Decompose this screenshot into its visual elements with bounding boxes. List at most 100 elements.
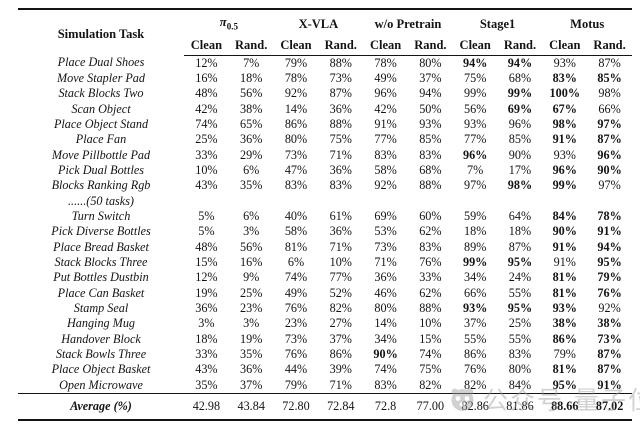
table-header: Simulation Task π0.5 X-VLA w/o Pretrain … bbox=[18, 9, 632, 56]
table-row: Stamp Seal 36% 23% 76% 82% 80% 88% 93% 95% 93% 92% bbox=[18, 301, 632, 316]
value-cell: 23% bbox=[240, 301, 263, 315]
value-cell: 81% bbox=[284, 239, 308, 254]
value-cell: 24% bbox=[508, 270, 532, 285]
value-cell: 99% bbox=[552, 178, 577, 193]
task-name: Place Object Stand bbox=[53, 116, 149, 131]
value-cell: 33% bbox=[419, 270, 442, 285]
value-cell: 36% bbox=[329, 162, 352, 177]
value-cell: 71% bbox=[374, 254, 397, 269]
column-group-pi05: π0.5 bbox=[184, 9, 274, 37]
value-cell: 58% bbox=[284, 224, 308, 239]
value-cell: 80% bbox=[374, 301, 397, 315]
table-row: Stack Bowls Three 33% 35% 76% 86% 90% 74% 86% 83… bbox=[18, 347, 632, 362]
value-cell: 18% bbox=[508, 224, 532, 239]
value-cell: 81% bbox=[552, 270, 577, 285]
value-cell: 87% bbox=[597, 347, 622, 362]
value-cell: 93% bbox=[553, 147, 576, 162]
value-cell: 68% bbox=[419, 162, 442, 177]
value-cell: 93% bbox=[553, 55, 576, 70]
value-cell: 10% bbox=[329, 254, 352, 269]
value-cell: 87% bbox=[598, 55, 621, 70]
value-cell: 91% bbox=[597, 224, 622, 239]
value-cell: 83% bbox=[508, 347, 532, 362]
value-cell: 83% bbox=[552, 70, 577, 85]
table-row: Place Object Stand 74% 65% 86% 88% 91% 93% 93% 9… bbox=[18, 117, 632, 132]
value-cell: 37% bbox=[464, 316, 487, 331]
value-cell: 94% bbox=[597, 239, 622, 254]
value-cell: 35% bbox=[240, 347, 263, 362]
value-cell: 53% bbox=[374, 224, 397, 239]
table-row: Place Can Basket 19% 25% 49% 52% 46% 62% 66% 55%… bbox=[18, 286, 632, 301]
value-cell: 80% bbox=[508, 362, 532, 377]
task-name: Put Bottles Dustbin bbox=[53, 270, 149, 285]
value-cell: 25% bbox=[508, 316, 532, 331]
task-name: Place Fan bbox=[75, 132, 127, 147]
value-cell: 78% bbox=[374, 55, 397, 70]
value-cell: 25% bbox=[195, 132, 218, 147]
value-cell: 75% bbox=[419, 362, 442, 377]
table-row: Scan Object 42% 38% 14% 36% 42% 50% 56% 69% 67% 66… bbox=[18, 102, 632, 117]
value-cell: 62% bbox=[419, 285, 442, 300]
table-row: Place Fan 25% 36% 80% 75% 77% 85% 77% 85% 91% 87% bbox=[18, 132, 632, 147]
task-name: Place Dual Shoes bbox=[57, 55, 145, 70]
value-cell: 71% bbox=[329, 377, 352, 392]
value-cell: 76% bbox=[284, 301, 308, 315]
value-cell: 92% bbox=[284, 86, 308, 101]
task-name: Stack Blocks Two bbox=[58, 86, 144, 101]
value-cell: 55% bbox=[464, 331, 487, 346]
table-row: Pick Diverse Bottles 5% 3% 58% 36% 53% 62% 18% 1… bbox=[18, 224, 632, 239]
value-cell: 72.8 bbox=[363, 393, 408, 421]
value-cell: 90% bbox=[508, 147, 532, 162]
value-cell: 6% bbox=[243, 162, 260, 177]
value-cell: 87% bbox=[597, 132, 622, 147]
value-cell: 76% bbox=[597, 285, 622, 300]
value-cell: 10% bbox=[419, 316, 442, 331]
value-cell: 77% bbox=[464, 132, 487, 147]
value-cell: 59% bbox=[464, 208, 487, 223]
value-cell: 93% bbox=[464, 116, 487, 131]
value-cell: 19% bbox=[240, 331, 263, 346]
value-cell: 74% bbox=[374, 362, 397, 377]
value-cell: 95% bbox=[552, 377, 577, 392]
value-cell: 96% bbox=[374, 86, 397, 101]
table-row: Put Bottles Dustbin 12% 9% 74% 77% 36% 33% 34% 2… bbox=[18, 270, 632, 285]
value-cell: 16% bbox=[240, 254, 263, 269]
value-cell: 36% bbox=[329, 101, 352, 116]
value-cell: 66% bbox=[464, 285, 487, 300]
value-cell: 67% bbox=[552, 101, 577, 116]
value-cell: 6% bbox=[287, 254, 305, 269]
value-cell: 15% bbox=[419, 331, 442, 346]
pi-subscript: 0.5 bbox=[226, 21, 238, 32]
value-cell: 37% bbox=[240, 377, 263, 392]
value-cell: 83% bbox=[374, 377, 397, 392]
value-cell: 81% bbox=[552, 362, 577, 377]
value-cell: 86% bbox=[329, 347, 352, 362]
value-cell: 5% bbox=[198, 208, 215, 223]
value-cell: 85% bbox=[419, 132, 442, 147]
task-name: Scan Object bbox=[71, 101, 131, 116]
value-cell: 73% bbox=[374, 239, 397, 254]
value-cell: 49% bbox=[374, 70, 397, 85]
value-cell: 83% bbox=[419, 239, 442, 254]
value-cell: 6% bbox=[243, 208, 260, 223]
value-cell bbox=[498, 194, 543, 209]
value-cell: 16% bbox=[195, 70, 218, 85]
value-cell: 33% bbox=[195, 147, 218, 162]
column-header-simulation-task: Simulation Task bbox=[57, 26, 145, 41]
column-header-rand: Rand. bbox=[407, 36, 453, 56]
value-cell: 77% bbox=[329, 270, 352, 285]
value-cell: 36% bbox=[195, 301, 218, 315]
value-cell: 88% bbox=[419, 178, 442, 193]
value-cell: 83% bbox=[419, 147, 442, 162]
column-header-clean: Clean bbox=[363, 36, 408, 56]
value-cell: 60% bbox=[419, 208, 442, 223]
value-cell: 83% bbox=[284, 178, 308, 193]
task-name: Stack Blocks Three bbox=[54, 254, 148, 269]
value-cell: 71% bbox=[329, 239, 352, 254]
value-cell: 34% bbox=[374, 331, 397, 346]
results-table: Simulation Task π0.5 X-VLA w/o Pretrain … bbox=[18, 8, 632, 422]
table-row: Move Pillbottle Pad 33% 29% 73% 71% 83% 83% 96%… bbox=[18, 148, 632, 163]
value-cell: 36% bbox=[240, 362, 263, 377]
value-cell: 84% bbox=[508, 377, 532, 392]
value-cell: 66% bbox=[598, 101, 621, 116]
